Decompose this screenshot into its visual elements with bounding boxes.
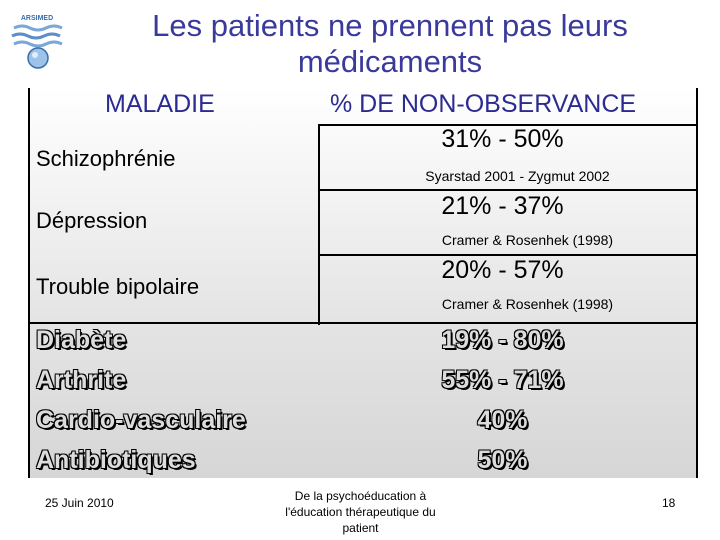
arsimed-logo: ARSIMED: [8, 10, 66, 74]
header-non-observance: % DE NON-OBSERVANCE: [330, 90, 637, 118]
title-line-2: médicaments: [297, 44, 483, 79]
title-line-1: Les patients ne prennent pas leurs: [152, 8, 628, 43]
ref-depression: Cramer & Rosenhek (1998): [441, 232, 614, 248]
footer-center-text: De la psychoéducation à l'éducation thér…: [285, 489, 436, 535]
header-maladie: MALADIE: [105, 90, 215, 118]
logo-text: ARSIMED: [21, 15, 53, 22]
table-panel: [28, 88, 698, 478]
table-left-border: [28, 88, 30, 478]
disease-depression: Dépression: [36, 208, 148, 233]
table-row-divider-3: [28, 322, 698, 324]
rate-bipolar: 20% - 57%: [441, 256, 564, 284]
disease-arthritis: Arthrite: [36, 366, 127, 394]
table-header-divider: [318, 124, 698, 126]
table-row-divider-1: [318, 189, 698, 191]
table-row-divider-2: [318, 254, 698, 256]
rate-diabetes: 19% - 80%: [441, 326, 564, 354]
table-column-divider: [318, 125, 320, 325]
rate-antibiotics: 50%: [477, 446, 528, 474]
disease-bipolar: Trouble bipolaire: [36, 274, 200, 299]
disease-cardiovascular: Cardio-vasculaire: [36, 406, 246, 434]
rate-arthritis: 55% - 71%: [441, 366, 564, 394]
table-right-border: [696, 88, 698, 478]
page-title: Les patients ne prennent pas leurs médic…: [80, 8, 700, 80]
ref-bipolar: Cramer & Rosenhek (1998): [441, 296, 614, 312]
rate-cardiovascular: 40%: [477, 406, 528, 434]
disease-schizophrenia: Schizophrénie: [36, 146, 176, 171]
rate-schizophrenia: 31% - 50%: [441, 125, 564, 153]
footer-date: 25 Juin 2010: [45, 496, 114, 510]
disease-diabetes: Diabète: [36, 326, 127, 354]
ref-schizophrenia: Syarstad 2001 - Zygmut 2002: [425, 168, 610, 184]
disease-antibiotics: Antibiotiques: [36, 446, 196, 474]
footer-page-number: 18: [662, 496, 676, 510]
rate-depression: 21% - 37%: [441, 192, 564, 220]
